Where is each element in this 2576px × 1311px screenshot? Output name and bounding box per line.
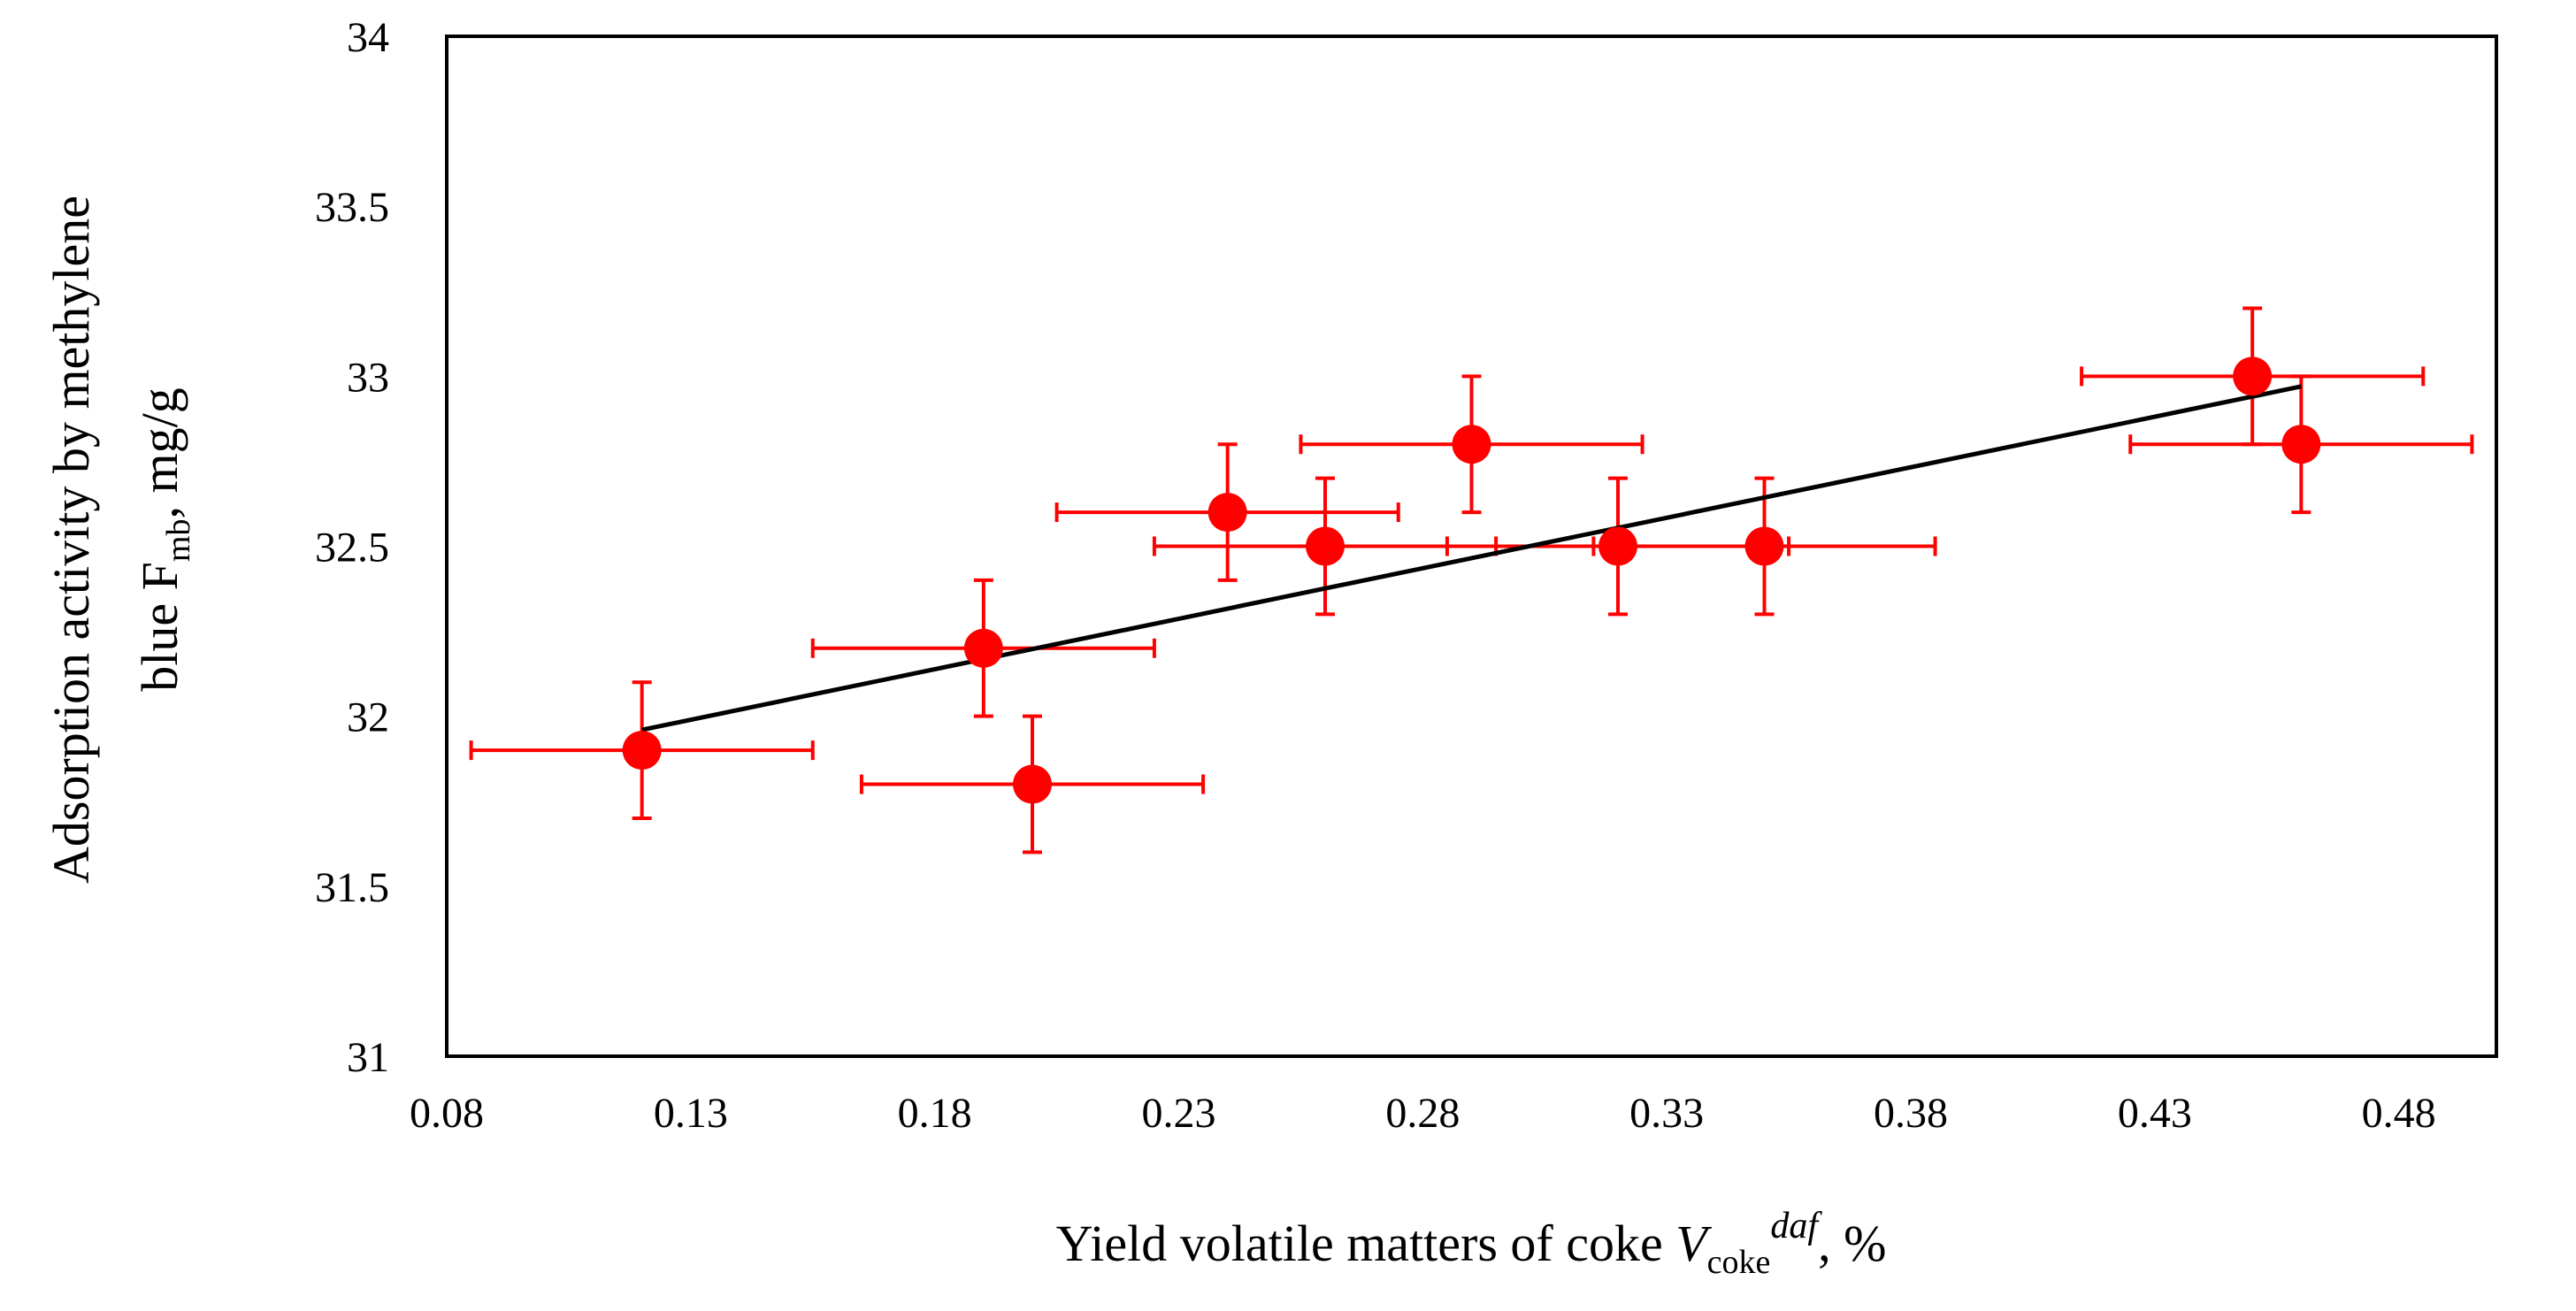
y-axis-title-line1: Adsorption activity by methylene bbox=[42, 196, 100, 884]
y-tick-label: 31 bbox=[347, 1034, 389, 1081]
y-tick-label: 34 bbox=[347, 14, 389, 61]
data-point bbox=[1208, 493, 1247, 533]
x-tick-label: 0.38 bbox=[1874, 1090, 1948, 1137]
x-tick-label: 0.33 bbox=[1629, 1090, 1704, 1137]
y-tick-label: 31.5 bbox=[315, 864, 389, 911]
y-axis-title-line2: blue Fmb, mg/g bbox=[131, 387, 197, 691]
trendline bbox=[641, 384, 2302, 732]
data-point bbox=[1598, 526, 1637, 566]
error-bars bbox=[469, 306, 2474, 855]
y-tick-label: 33 bbox=[347, 354, 389, 401]
y-axis-title: Adsorption activity by methylene blue Fm… bbox=[42, 196, 197, 884]
y-tick-label: 32.5 bbox=[315, 525, 389, 571]
data-point bbox=[1013, 764, 1052, 804]
data-point bbox=[1744, 526, 1784, 566]
x-tick-label: 0.08 bbox=[410, 1090, 484, 1137]
x-tick-label: 0.28 bbox=[1385, 1090, 1460, 1137]
data-point bbox=[1306, 526, 1345, 566]
y-axis-ticks: 31 31.5 32 32.5 33 33.5 34 bbox=[315, 14, 389, 1081]
y-tick-label: 33.5 bbox=[315, 184, 389, 231]
data-point bbox=[622, 731, 662, 770]
x-tick-label: 0.23 bbox=[1142, 1090, 1216, 1137]
data-points bbox=[622, 356, 2321, 804]
plot-frame bbox=[445, 34, 2498, 1058]
data-point bbox=[2233, 356, 2273, 396]
x-tick-label: 0.48 bbox=[2362, 1090, 2436, 1137]
y-tick-label: 32 bbox=[347, 694, 389, 741]
x-tick-label: 0.13 bbox=[654, 1090, 728, 1137]
x-tick-label: 0.43 bbox=[2118, 1090, 2192, 1137]
data-point bbox=[2281, 425, 2321, 464]
x-axis-ticks: 0.08 0.13 0.18 0.23 0.28 0.33 0.38 0.43 0.48 bbox=[410, 1090, 2436, 1137]
x-axis-title: Yield volatile matters of coke Vcokedaf,… bbox=[1056, 1206, 1887, 1281]
trendline-group bbox=[641, 384, 2302, 732]
x-tick-label: 0.18 bbox=[898, 1090, 972, 1137]
data-point bbox=[963, 628, 1003, 668]
data-point bbox=[1452, 425, 1491, 464]
